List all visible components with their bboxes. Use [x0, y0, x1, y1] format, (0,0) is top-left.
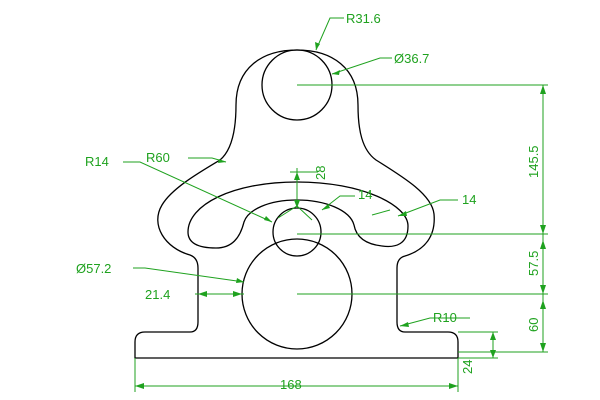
label-60: 60	[526, 318, 541, 332]
label-28: 28	[313, 166, 328, 180]
label-14-center: 14	[358, 187, 372, 202]
label-57-5: 57.5	[526, 251, 541, 276]
label-dia36-7: Ø36.7	[394, 51, 429, 66]
label-24: 24	[460, 360, 475, 374]
label-21-4: 21.4	[145, 287, 170, 302]
label-r31-6: R31.6	[346, 11, 381, 26]
label-r10: R10	[433, 310, 457, 325]
label-r60: R60	[146, 150, 170, 165]
dimension-lines	[123, 17, 548, 392]
label-dia57-2: Ø57.2	[76, 261, 111, 276]
label-168: 168	[280, 377, 302, 392]
curved-slot	[187, 181, 409, 249]
label-145-5: 145.5	[526, 145, 541, 178]
label-r14: R14	[85, 154, 109, 169]
center-hole	[272, 207, 322, 257]
dimension-labels: R31.6 Ø36.7 R14 R60 28 14 14 145.5 Ø57.2…	[76, 11, 541, 392]
label-14-right: 14	[462, 192, 476, 207]
